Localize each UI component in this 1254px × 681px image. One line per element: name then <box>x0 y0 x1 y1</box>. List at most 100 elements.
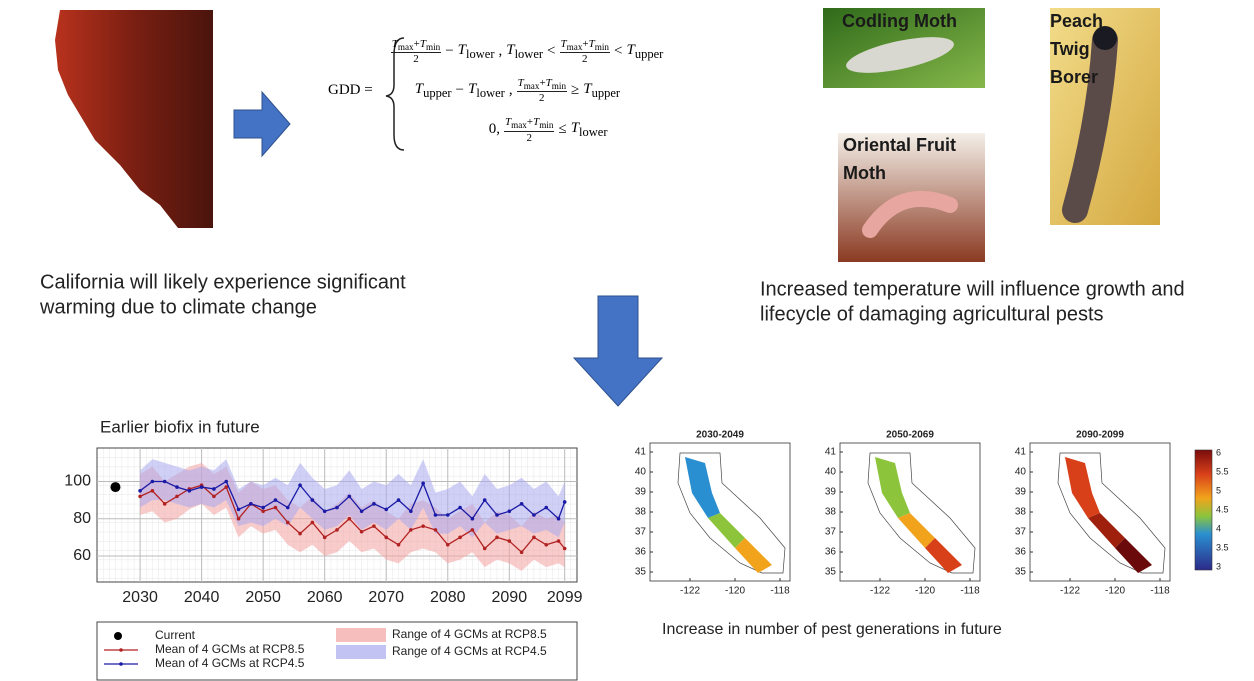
point <box>520 502 524 506</box>
formula-fraction: Tmax+Tmin2 <box>560 38 610 65</box>
formula-symbol: < <box>547 43 555 60</box>
point <box>495 536 499 540</box>
lat-tick-label: 37 <box>635 527 647 538</box>
lon-tick-label: -118 <box>960 586 980 597</box>
point <box>200 485 204 489</box>
map-frame <box>1030 443 1170 581</box>
point <box>421 524 425 528</box>
pest-label: Peach <box>1050 11 1103 31</box>
caption-line: California will likely experience signif… <box>40 271 406 293</box>
lat-tick-label: 40 <box>825 467 837 478</box>
fraction-numerator: Tmax+Tmin <box>391 38 441 53</box>
formula-subscript: lower <box>466 47 494 61</box>
point <box>563 500 567 504</box>
lat-tick-label: 38 <box>825 507 837 518</box>
lat-tick-label: 36 <box>825 547 837 558</box>
point <box>446 543 450 547</box>
formula-subscript: max <box>398 42 414 52</box>
formula-subscript: upper <box>423 86 451 100</box>
point <box>360 530 364 534</box>
formula-symbol: 0, <box>489 121 500 138</box>
map-title: 2030-2049 <box>696 430 744 441</box>
formula-cases: Tmax+Tmin2−Tlower,Tlower<Tmax+Tmin2<Tupp… <box>391 38 664 144</box>
map-frame <box>840 443 980 581</box>
formula-subscript: lower <box>515 47 543 61</box>
map-caption: Increase in number of pest generations i… <box>662 621 1002 638</box>
y-tick-label: 100 <box>64 473 91 490</box>
point <box>434 528 438 532</box>
lon-tick-label: -120 <box>1105 586 1125 597</box>
lon-tick-label: -120 <box>725 586 745 597</box>
point <box>274 498 278 502</box>
lat-tick-label: 39 <box>825 487 837 498</box>
x-tick-label: 2090 <box>492 589 528 606</box>
point <box>508 539 512 543</box>
point <box>212 487 216 491</box>
legend-swatch <box>114 632 122 640</box>
pest-label: Twig <box>1050 39 1090 59</box>
lat-tick-label: 41 <box>825 447 837 458</box>
point <box>286 521 290 525</box>
point <box>532 536 536 540</box>
point <box>286 506 290 510</box>
point <box>483 498 487 502</box>
point <box>323 536 327 540</box>
point <box>520 550 524 554</box>
point <box>409 509 413 513</box>
formula-symbol: − <box>445 43 453 60</box>
california-map <box>55 10 213 228</box>
colorbar <box>1195 450 1212 570</box>
point <box>471 517 475 521</box>
lat-tick-label: 35 <box>635 567 647 578</box>
point <box>237 508 241 512</box>
point <box>224 480 228 484</box>
point <box>544 543 548 547</box>
point <box>563 547 567 551</box>
point <box>261 509 265 513</box>
legend-label: Mean of 4 GCMs at RCP4.5 <box>155 656 305 670</box>
point <box>458 506 462 510</box>
formula-subscript: min <box>539 121 553 131</box>
formula-fraction: Tmax+Tmin2 <box>517 77 567 104</box>
formula-subscript: max <box>511 121 527 131</box>
formula-symbol: ≤ <box>558 121 566 138</box>
pest-label: Oriental Fruit <box>843 135 956 155</box>
chart-title: Earlier biofix in future <box>100 417 260 436</box>
fraction-numerator: Tmax+Tmin <box>504 116 554 131</box>
formula-term: Tmax <box>561 38 583 50</box>
caption-line: warming due to climate change <box>39 296 317 318</box>
point <box>397 498 401 502</box>
pest-label: Moth <box>843 163 886 183</box>
formula-term: Tmax <box>392 38 414 50</box>
point <box>446 513 450 517</box>
formula-term: Tlower <box>458 42 495 62</box>
current-point <box>110 482 120 492</box>
point <box>249 502 253 506</box>
formula-subscript: lower <box>579 125 607 139</box>
formula-variable: T <box>506 42 514 58</box>
formula-term: Tmin <box>420 38 440 50</box>
formula-symbol: − <box>456 82 464 99</box>
legend-swatch <box>336 645 386 659</box>
point <box>212 495 216 499</box>
x-tick-label: 2060 <box>307 589 343 606</box>
point <box>188 489 192 493</box>
formula-subscript: min <box>552 81 566 91</box>
x-tick-label: 2030 <box>122 589 158 606</box>
point <box>360 509 364 513</box>
lon-tick-label: -120 <box>915 586 935 597</box>
point <box>151 480 155 484</box>
point <box>163 480 167 484</box>
point <box>421 482 425 486</box>
formula-case: Tmax+Tmin2−Tlower,Tlower<Tmax+Tmin2<Tupp… <box>391 38 664 65</box>
formula-term: Tmin <box>533 116 553 128</box>
map-frame <box>650 443 790 581</box>
formula-term: Tupper <box>415 81 452 101</box>
point <box>508 509 512 513</box>
colorbar-tick-label: 6 <box>1216 447 1221 457</box>
x-tick-label: 2040 <box>184 589 220 606</box>
colorbar-tick-label: 5 <box>1216 485 1221 495</box>
lat-tick-label: 36 <box>1015 547 1027 558</box>
formula-symbol: , <box>509 82 513 99</box>
fraction-numerator: Tmax+Tmin <box>517 77 567 92</box>
